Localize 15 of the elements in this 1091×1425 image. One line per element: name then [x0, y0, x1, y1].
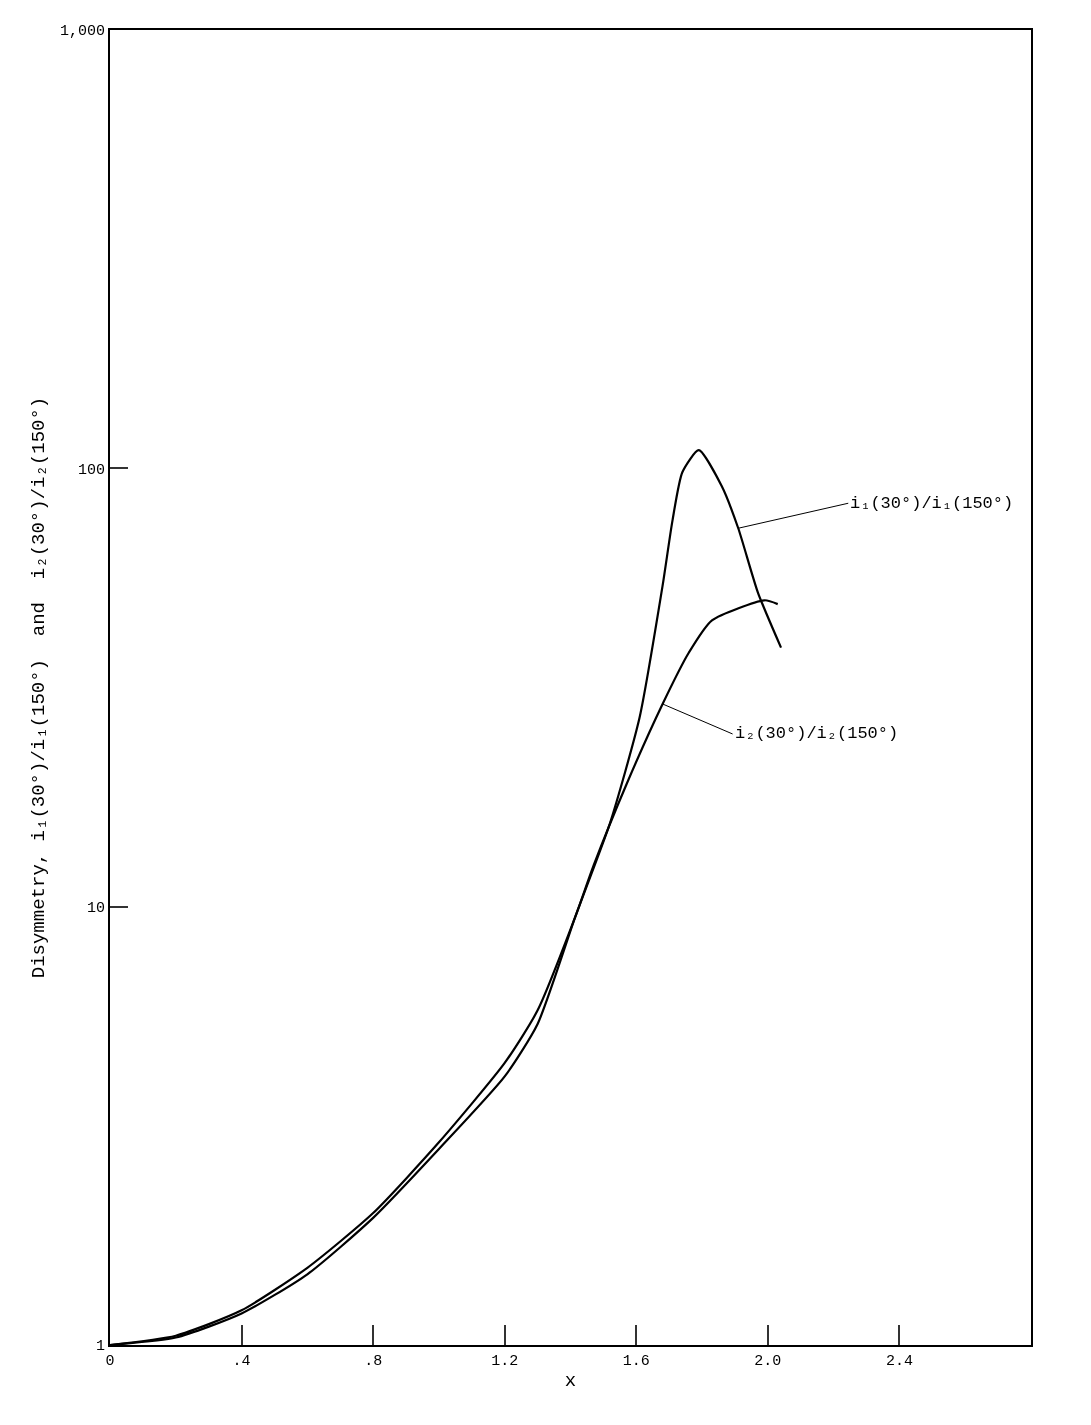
annotation: i₂(30°)/i₂(150°) — [735, 724, 899, 743]
y-tick-label: 100 — [77, 461, 105, 479]
x-tick-label: 1.6 — [622, 1353, 650, 1370]
annotation: i₁(30°)/i₁(150°) — [850, 494, 1014, 513]
x-tick-label: 2.0 — [754, 1353, 782, 1370]
y-tick-label: 1,000 — [59, 23, 105, 41]
x-axis-title: x — [564, 1370, 577, 1393]
x-tick-label: 2.4 — [885, 1353, 913, 1370]
x-tick-label: 1.2 — [491, 1353, 519, 1370]
x-tick-label: 0 — [105, 1353, 115, 1370]
y-tick-label: 1 — [95, 1338, 105, 1356]
y-axis-title: Disymmetry, i₁(30°)/i₁(150°) and i₂(30°)/i₂(150°) — [28, 396, 51, 979]
y-tick-label: 10 — [86, 899, 105, 917]
x-tick-label: .4 — [232, 1353, 251, 1370]
x-tick-label: .8 — [364, 1353, 383, 1370]
